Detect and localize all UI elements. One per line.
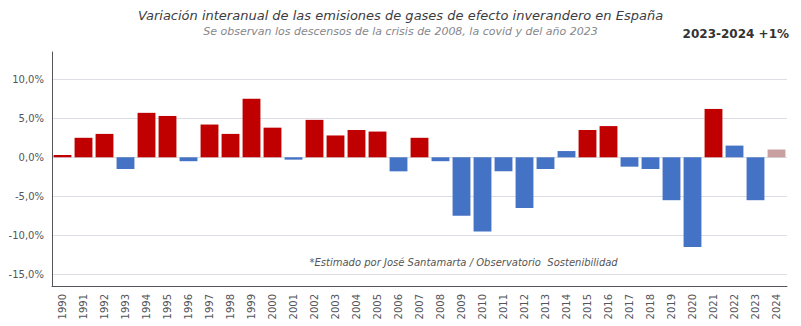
svg-text:2010: 2010 <box>477 294 488 319</box>
svg-text:2021: 2021 <box>708 294 719 319</box>
svg-text:-10,0%: -10,0% <box>9 230 44 241</box>
svg-text:1990: 1990 <box>57 294 68 319</box>
svg-text:2014: 2014 <box>561 294 572 319</box>
svg-text:2005: 2005 <box>372 294 383 319</box>
svg-text:-5,0%: -5,0% <box>15 191 44 202</box>
svg-text:2006: 2006 <box>393 294 404 319</box>
svg-text:-15,0%: -15,0% <box>9 269 44 280</box>
svg-text:1996: 1996 <box>183 294 194 319</box>
svg-text:2001: 2001 <box>288 294 299 319</box>
svg-text:1999: 1999 <box>246 294 257 319</box>
svg-text:2002: 2002 <box>309 294 320 319</box>
svg-text:2000: 2000 <box>267 294 278 319</box>
svg-text:2013: 2013 <box>540 294 551 319</box>
svg-text:*Estimado por José Santamarta: *Estimado por José Santamarta / Observat… <box>309 257 618 268</box>
svg-text:2017: 2017 <box>624 294 635 319</box>
svg-text:10,0%: 10,0% <box>12 74 44 85</box>
svg-text:1994: 1994 <box>141 294 152 319</box>
svg-text:1995: 1995 <box>162 294 173 319</box>
svg-text:2008: 2008 <box>435 294 446 319</box>
svg-text:2024: 2024 <box>771 294 782 319</box>
svg-text:2012: 2012 <box>519 294 530 319</box>
svg-text:1997: 1997 <box>204 294 215 319</box>
svg-text:2004: 2004 <box>351 294 362 319</box>
svg-text:2023-2024 +1%: 2023-2024 +1% <box>683 27 789 41</box>
svg-text:2023: 2023 <box>750 294 761 319</box>
svg-text:5,0%: 5,0% <box>19 113 44 124</box>
svg-text:1998: 1998 <box>225 294 236 319</box>
svg-text:2015: 2015 <box>582 294 593 319</box>
svg-text:0,0%: 0,0% <box>19 152 44 163</box>
svg-text:1993: 1993 <box>120 294 131 319</box>
svg-text:2020: 2020 <box>687 294 698 319</box>
svg-text:Se observan los descensos de l: Se observan los descensos de la crisis d… <box>203 25 597 38</box>
svg-text:2016: 2016 <box>603 294 614 319</box>
svg-text:Variación interanual de las em: Variación interanual de las emisiones de… <box>138 8 663 23</box>
svg-text:2022: 2022 <box>729 294 740 319</box>
svg-text:1992: 1992 <box>99 294 110 319</box>
svg-text:2019: 2019 <box>666 294 677 319</box>
svg-text:2007: 2007 <box>414 294 425 319</box>
svg-text:2011: 2011 <box>498 294 509 319</box>
svg-text:2003: 2003 <box>330 294 341 319</box>
svg-text:2018: 2018 <box>645 294 656 319</box>
svg-text:2009: 2009 <box>456 294 467 319</box>
svg-text:1991: 1991 <box>78 294 89 319</box>
